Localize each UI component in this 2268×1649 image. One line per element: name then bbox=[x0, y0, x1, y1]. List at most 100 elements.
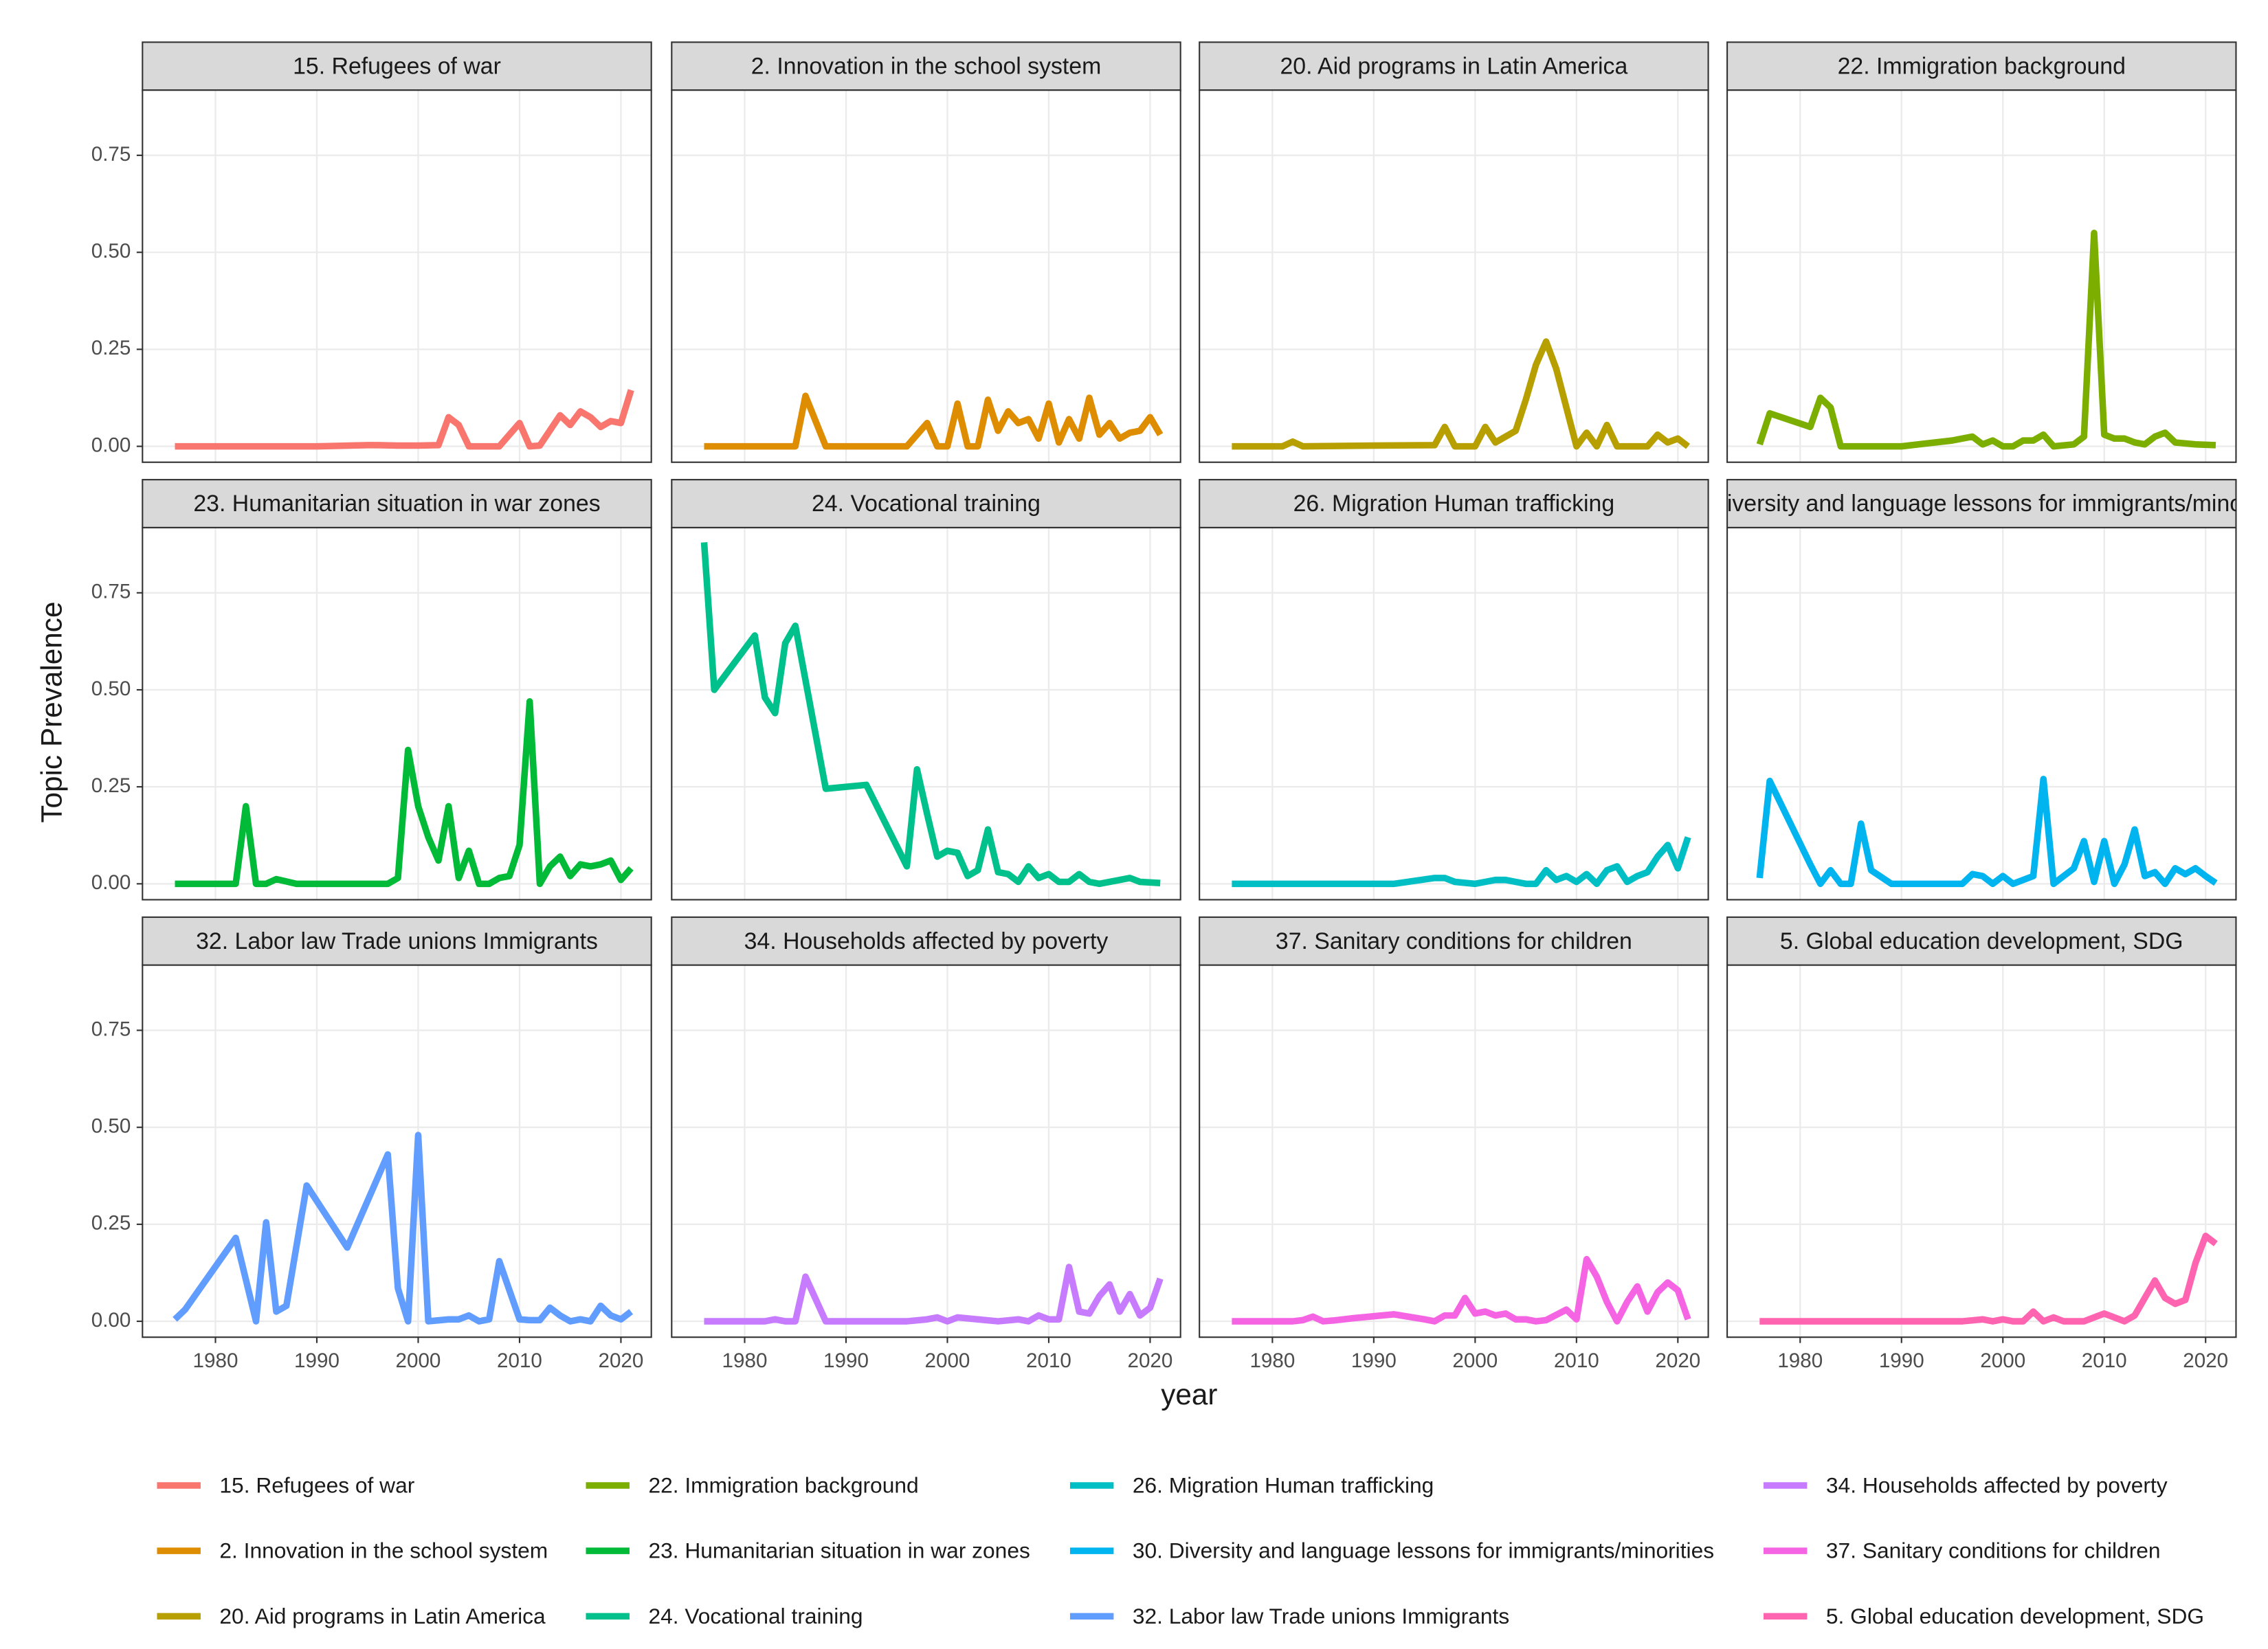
x-tick-label: 1990 bbox=[823, 1349, 869, 1372]
panel-data bbox=[175, 698, 634, 888]
panel-data bbox=[1232, 836, 1691, 888]
panel-border bbox=[142, 526, 652, 901]
facet-title: 23. Humanitarian situation in war zones bbox=[193, 491, 600, 517]
panel-border bbox=[1199, 89, 1709, 463]
panel-data bbox=[700, 542, 1161, 888]
x-tick-label: 2000 bbox=[396, 1349, 441, 1372]
y-tick-label: 0.00 bbox=[91, 434, 131, 456]
x-tick-label: 2010 bbox=[497, 1349, 542, 1372]
legend-label: 34. Households affected by poverty bbox=[1826, 1472, 2168, 1497]
panel-border bbox=[1726, 526, 2237, 901]
x-tick-label: 2000 bbox=[1452, 1349, 1498, 1372]
facet-title: 22. Immigration background bbox=[1838, 53, 2126, 79]
x-tick-label: 1980 bbox=[1777, 1349, 1823, 1372]
x-tick-label: 2020 bbox=[1128, 1349, 1173, 1372]
series-line bbox=[1756, 776, 2218, 888]
panel-border bbox=[1726, 89, 2237, 463]
legend-label: 15. Refugees of war bbox=[219, 1472, 414, 1497]
y-tick-label: 0.50 bbox=[91, 240, 131, 262]
x-tick-label: 1980 bbox=[722, 1349, 768, 1372]
y-tick-label: 0.25 bbox=[91, 774, 131, 797]
legend-label: 26. Migration Human trafficking bbox=[1133, 1472, 1434, 1497]
series-line bbox=[1756, 229, 2216, 450]
facet-strip bbox=[1199, 479, 1709, 528]
panel bbox=[1727, 90, 2236, 462]
panel-data bbox=[1232, 338, 1690, 450]
x-tick-label: 1990 bbox=[294, 1349, 340, 1372]
x-tick-label: 1980 bbox=[193, 1349, 238, 1372]
facet-strip bbox=[1726, 916, 2237, 966]
x-tick-label: 1990 bbox=[1879, 1349, 1924, 1372]
facet-title: 15. Refugees of war bbox=[293, 53, 501, 79]
panel bbox=[671, 90, 1181, 462]
x-tick-label: 1990 bbox=[1351, 1349, 1397, 1372]
x-tick-label: 2010 bbox=[1554, 1349, 1599, 1372]
panel bbox=[142, 90, 652, 462]
panel bbox=[671, 965, 1181, 1338]
facet-title: 30. Diversity and language lessons for i… bbox=[1671, 491, 2268, 517]
legend-label: 5. Global education development, SDG bbox=[1826, 1604, 2204, 1628]
series-line bbox=[1759, 1233, 2218, 1325]
panel-border bbox=[671, 526, 1181, 901]
legend-label: 37. Sanitary conditions for children bbox=[1826, 1538, 2161, 1563]
facet-strip bbox=[1726, 479, 2237, 528]
facet-title: 24. Vocational training bbox=[812, 491, 1041, 517]
y-axis-title: Topic Prevalence bbox=[35, 602, 67, 823]
y-tick-label: 0.50 bbox=[91, 1115, 131, 1138]
facet-strip bbox=[1199, 41, 1709, 91]
panel bbox=[1727, 527, 2236, 900]
panel-data bbox=[173, 1132, 634, 1325]
panel-data bbox=[1232, 1255, 1691, 1325]
panel-border bbox=[1199, 964, 1709, 1338]
facet-title: 37. Sanitary conditions for children bbox=[1276, 928, 1632, 954]
facet-strip bbox=[142, 479, 652, 528]
y-tick-label: 0.00 bbox=[91, 871, 131, 894]
facet-strip bbox=[671, 41, 1181, 91]
panel-data bbox=[704, 392, 1164, 450]
series-line bbox=[704, 1264, 1164, 1325]
panel-border bbox=[671, 89, 1181, 463]
panel-data bbox=[1756, 229, 2216, 450]
x-tick-label: 1980 bbox=[1249, 1349, 1295, 1372]
x-tick-label: 2010 bbox=[1026, 1349, 1071, 1372]
x-tick-label: 2020 bbox=[599, 1349, 644, 1372]
series-line bbox=[1232, 338, 1690, 450]
facet-strip bbox=[1199, 916, 1709, 966]
series-line bbox=[175, 698, 634, 888]
y-tick-label: 0.50 bbox=[91, 677, 131, 700]
x-tick-label: 2020 bbox=[1655, 1349, 1700, 1372]
y-tick-label: 0.75 bbox=[91, 143, 131, 166]
y-tick-label: 0.25 bbox=[91, 337, 131, 359]
y-tick-label: 0.75 bbox=[91, 581, 131, 603]
legend-label: 20. Aid programs in Latin America bbox=[219, 1604, 546, 1628]
legend-label: 30. Diversity and language lessons for i… bbox=[1133, 1538, 1714, 1563]
facet-strip bbox=[671, 916, 1181, 966]
legend-label: 22. Immigration background bbox=[648, 1472, 918, 1497]
panel-data bbox=[704, 1264, 1164, 1325]
x-tick-label: 2000 bbox=[1980, 1349, 2025, 1372]
facet-title: 26. Migration Human trafficking bbox=[1293, 491, 1615, 517]
series-line bbox=[704, 392, 1164, 450]
legend-label: 32. Labor law Trade unions Immigrants bbox=[1133, 1604, 1509, 1628]
panel-border bbox=[671, 964, 1181, 1338]
panel bbox=[1727, 965, 2236, 1338]
facet-strip bbox=[1726, 41, 2237, 91]
panel bbox=[1199, 965, 1709, 1338]
panel-border bbox=[1199, 526, 1709, 901]
facet-title: 34. Households affected by poverty bbox=[744, 928, 1109, 954]
panel bbox=[1199, 527, 1709, 900]
legend-label: 24. Vocational training bbox=[648, 1604, 863, 1628]
panel bbox=[142, 527, 652, 900]
y-tick-label: 0.00 bbox=[91, 1309, 131, 1332]
facet-strip bbox=[142, 41, 652, 91]
x-tick-label: 2000 bbox=[925, 1349, 970, 1372]
series-line bbox=[175, 389, 634, 450]
facet-title: 2. Innovation in the school system bbox=[751, 53, 1102, 79]
panel bbox=[1199, 90, 1709, 462]
panel-data bbox=[1756, 776, 2218, 888]
y-tick-label: 0.75 bbox=[91, 1018, 131, 1040]
panel-data bbox=[175, 389, 634, 450]
panel bbox=[671, 527, 1181, 900]
